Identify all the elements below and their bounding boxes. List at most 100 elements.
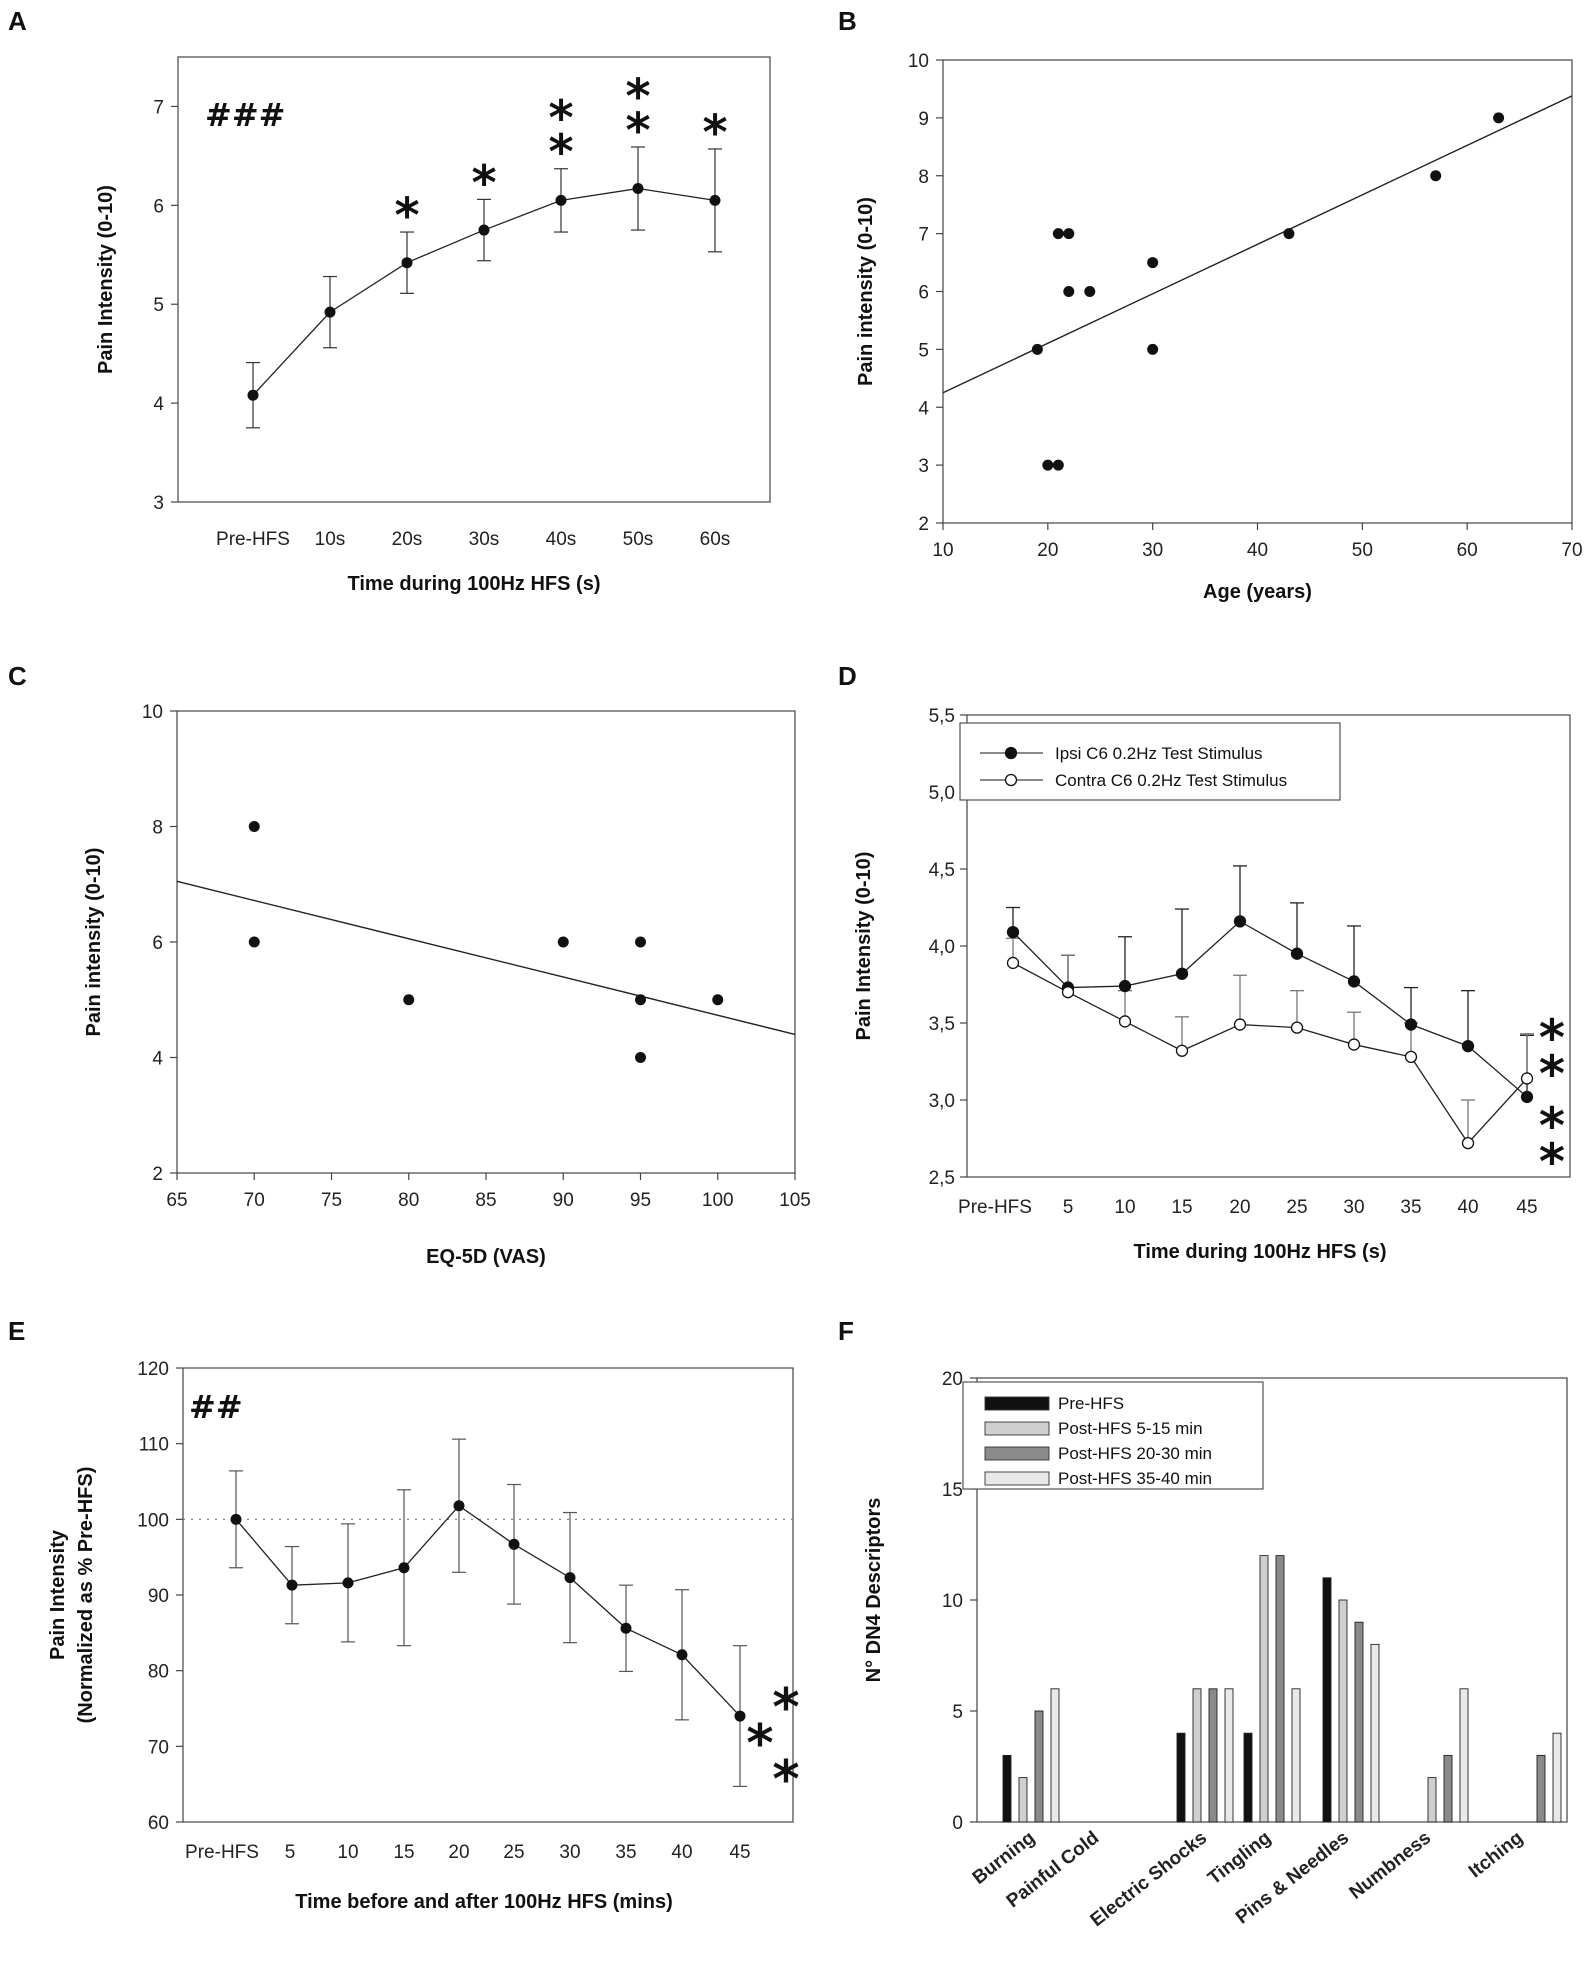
x-tick-label-d-2: 10 <box>1114 1197 1135 1218</box>
x-tick-label-d-3: 15 <box>1171 1197 1192 1218</box>
x-tick-label-e-0: Pre-HFS <box>185 1842 259 1863</box>
data-point-b-6 <box>1084 286 1096 297</box>
regression-line-c <box>176 880 796 1036</box>
x-axis-label-e: Time before and after 100Hz HFS (mins) <box>295 1891 673 1913</box>
data-point-a-6 <box>709 194 721 206</box>
x-axis-label-d: Time during 100Hz HFS (s) <box>1133 1241 1386 1263</box>
chart-d: 2,5 3,0 3,5 4,0 4,5 5,0 5,5 Pre-HFS 5 10 15 20 25 30 3… <box>853 706 1571 1263</box>
x-tick-label-a-2: 20s <box>392 529 423 550</box>
significance-star-d-1-1: * <box>1539 1133 1565 1191</box>
data-point-e-9 <box>734 1710 746 1722</box>
data-point-e-8 <box>676 1649 688 1661</box>
significance-star-a-6-0: * <box>702 105 727 161</box>
data-point-d-1-0 <box>1006 956 1020 970</box>
x-tick-label-a-3: 30s <box>469 529 500 550</box>
data-point-e-4 <box>453 1500 465 1512</box>
x-tick-label-b-5: 60 <box>1457 540 1478 561</box>
y-axis-label-c: Pain intensity (0-10) <box>83 848 105 1037</box>
x-axis-label-a: Time during 100Hz HFS (s) <box>347 573 600 595</box>
significance-star-d-1-0: * <box>1539 1097 1565 1155</box>
x-tick-label-b-3: 40 <box>1247 540 1268 561</box>
data-point-b-11 <box>1493 112 1505 124</box>
y-tick-label-b-4: 6 <box>918 283 929 304</box>
bar-f-3-6 <box>1552 1732 1562 1823</box>
y-tick-label-b-0: 2 <box>918 514 929 535</box>
data-point-c-5 <box>635 994 646 1006</box>
data-point-e-6 <box>564 1572 576 1584</box>
data-point-d-0-3 <box>1175 967 1189 980</box>
data-point-b-9 <box>1283 228 1295 240</box>
data-point-a-5 <box>632 183 644 195</box>
legend-swatch-f-2 <box>984 1446 1050 1461</box>
x-tick-label-c-6: 95 <box>630 1190 651 1211</box>
data-point-b-4 <box>1063 228 1075 240</box>
bar-f-1-5 <box>1427 1777 1437 1823</box>
data-point-a-4 <box>555 194 567 206</box>
y-tick-label-d-0: 2,5 <box>929 1168 955 1189</box>
data-point-b-1 <box>1042 459 1054 471</box>
x-tick-label-d-9: 45 <box>1516 1197 1537 1218</box>
data-point-d-1-6 <box>1347 1038 1361 1051</box>
data-point-d-0-2 <box>1118 979 1132 993</box>
bar-f-2-0 <box>1034 1710 1044 1823</box>
y-tick-label-c-0: 2 <box>152 1164 163 1185</box>
y-axis-label-d: Pain Intensity (0-10) <box>853 852 875 1041</box>
x-tick-label-e-4: 20 <box>448 1842 469 1863</box>
data-point-b-3 <box>1052 228 1064 240</box>
x-tick-label-c-2: 75 <box>321 1190 342 1211</box>
x-tick-label-d-4: 20 <box>1229 1197 1250 1218</box>
x-tick-label-b-2: 30 <box>1142 540 1163 561</box>
data-point-e-5 <box>508 1538 520 1550</box>
data-point-d-1-8 <box>1461 1136 1475 1150</box>
bar-f-3-2 <box>1224 1688 1234 1823</box>
y-tick-label-f-3: 15 <box>942 1480 963 1501</box>
data-point-d-0-4 <box>1233 915 1247 928</box>
data-point-b-10 <box>1430 170 1442 182</box>
y-tick-label-e-2: 80 <box>148 1662 169 1683</box>
y-axis-label-f: N° DN4 Descriptors <box>863 1498 885 1683</box>
y-tick-label-f-4: 20 <box>942 1369 963 1390</box>
panel-letter-e: E <box>8 1316 25 1346</box>
y-tick-label-c-4: 10 <box>142 702 163 723</box>
x-tick-label-c-8: 105 <box>779 1190 811 1211</box>
y-tick-label-f-1: 5 <box>952 1702 963 1723</box>
data-point-a-0 <box>247 389 259 401</box>
x-tick-label-c-3: 80 <box>398 1190 419 1211</box>
line-series-d-1 <box>1012 962 1528 1145</box>
data-point-d-1-7 <box>1404 1050 1418 1064</box>
data-point-e-1 <box>286 1579 298 1591</box>
y-tick-label-d-5: 5,0 <box>929 783 955 804</box>
significance-star-a-5-1: * <box>625 69 650 125</box>
x-tick-label-e-8: 40 <box>671 1842 692 1863</box>
x-tick-label-c-4: 85 <box>475 1190 496 1211</box>
y-tick-label-e-4: 100 <box>137 1510 169 1531</box>
bar-f-1-3 <box>1259 1555 1269 1823</box>
significance-star-d-0-0: * <box>1539 1009 1565 1067</box>
bar-f-2-2 <box>1208 1688 1218 1823</box>
bar-f-3-0 <box>1050 1688 1060 1823</box>
y-tick-label-b-3: 5 <box>918 340 929 361</box>
significance-star-e-1: * <box>746 1714 773 1774</box>
x-tick-label-a-1: 10s <box>315 529 346 550</box>
legend-label-f-1: Post-HFS 5-15 min <box>1058 1419 1203 1438</box>
legend-marker-d-0 <box>1004 746 1018 760</box>
data-point-d-0-7 <box>1404 1018 1418 1031</box>
y-tick-label-a-2: 5 <box>153 295 164 316</box>
y-tick-label-e-1: 70 <box>148 1737 169 1758</box>
x-axis-label-c: EQ-5D (VAS) <box>426 1246 546 1268</box>
bar-f-1-0 <box>1018 1777 1028 1823</box>
y-tick-label-a-1: 4 <box>153 394 164 415</box>
x-tick-label-a-5: 50s <box>623 529 654 550</box>
bar-f-3-4 <box>1370 1643 1380 1823</box>
x-tick-label-a-0: Pre-HFS <box>216 529 290 550</box>
x-tick-label-e-5: 25 <box>503 1842 524 1863</box>
y-axis-label-a: Pain Intensity (0-10) <box>95 185 117 374</box>
y-tick-label-a-0: 3 <box>153 493 164 514</box>
legend-label-d-0: Ipsi C6 0.2Hz Test Stimulus <box>1055 744 1263 763</box>
y-axis-label-e-0: Pain Intensity <box>47 1529 69 1660</box>
y-tick-label-b-8: 10 <box>908 51 929 72</box>
panel-letter-c: C <box>8 661 27 691</box>
chart-b: 2 3 4 5 6 7 8 9 10 10 20 30 40 50 60 70 Age (years) Pain … <box>855 51 1583 603</box>
